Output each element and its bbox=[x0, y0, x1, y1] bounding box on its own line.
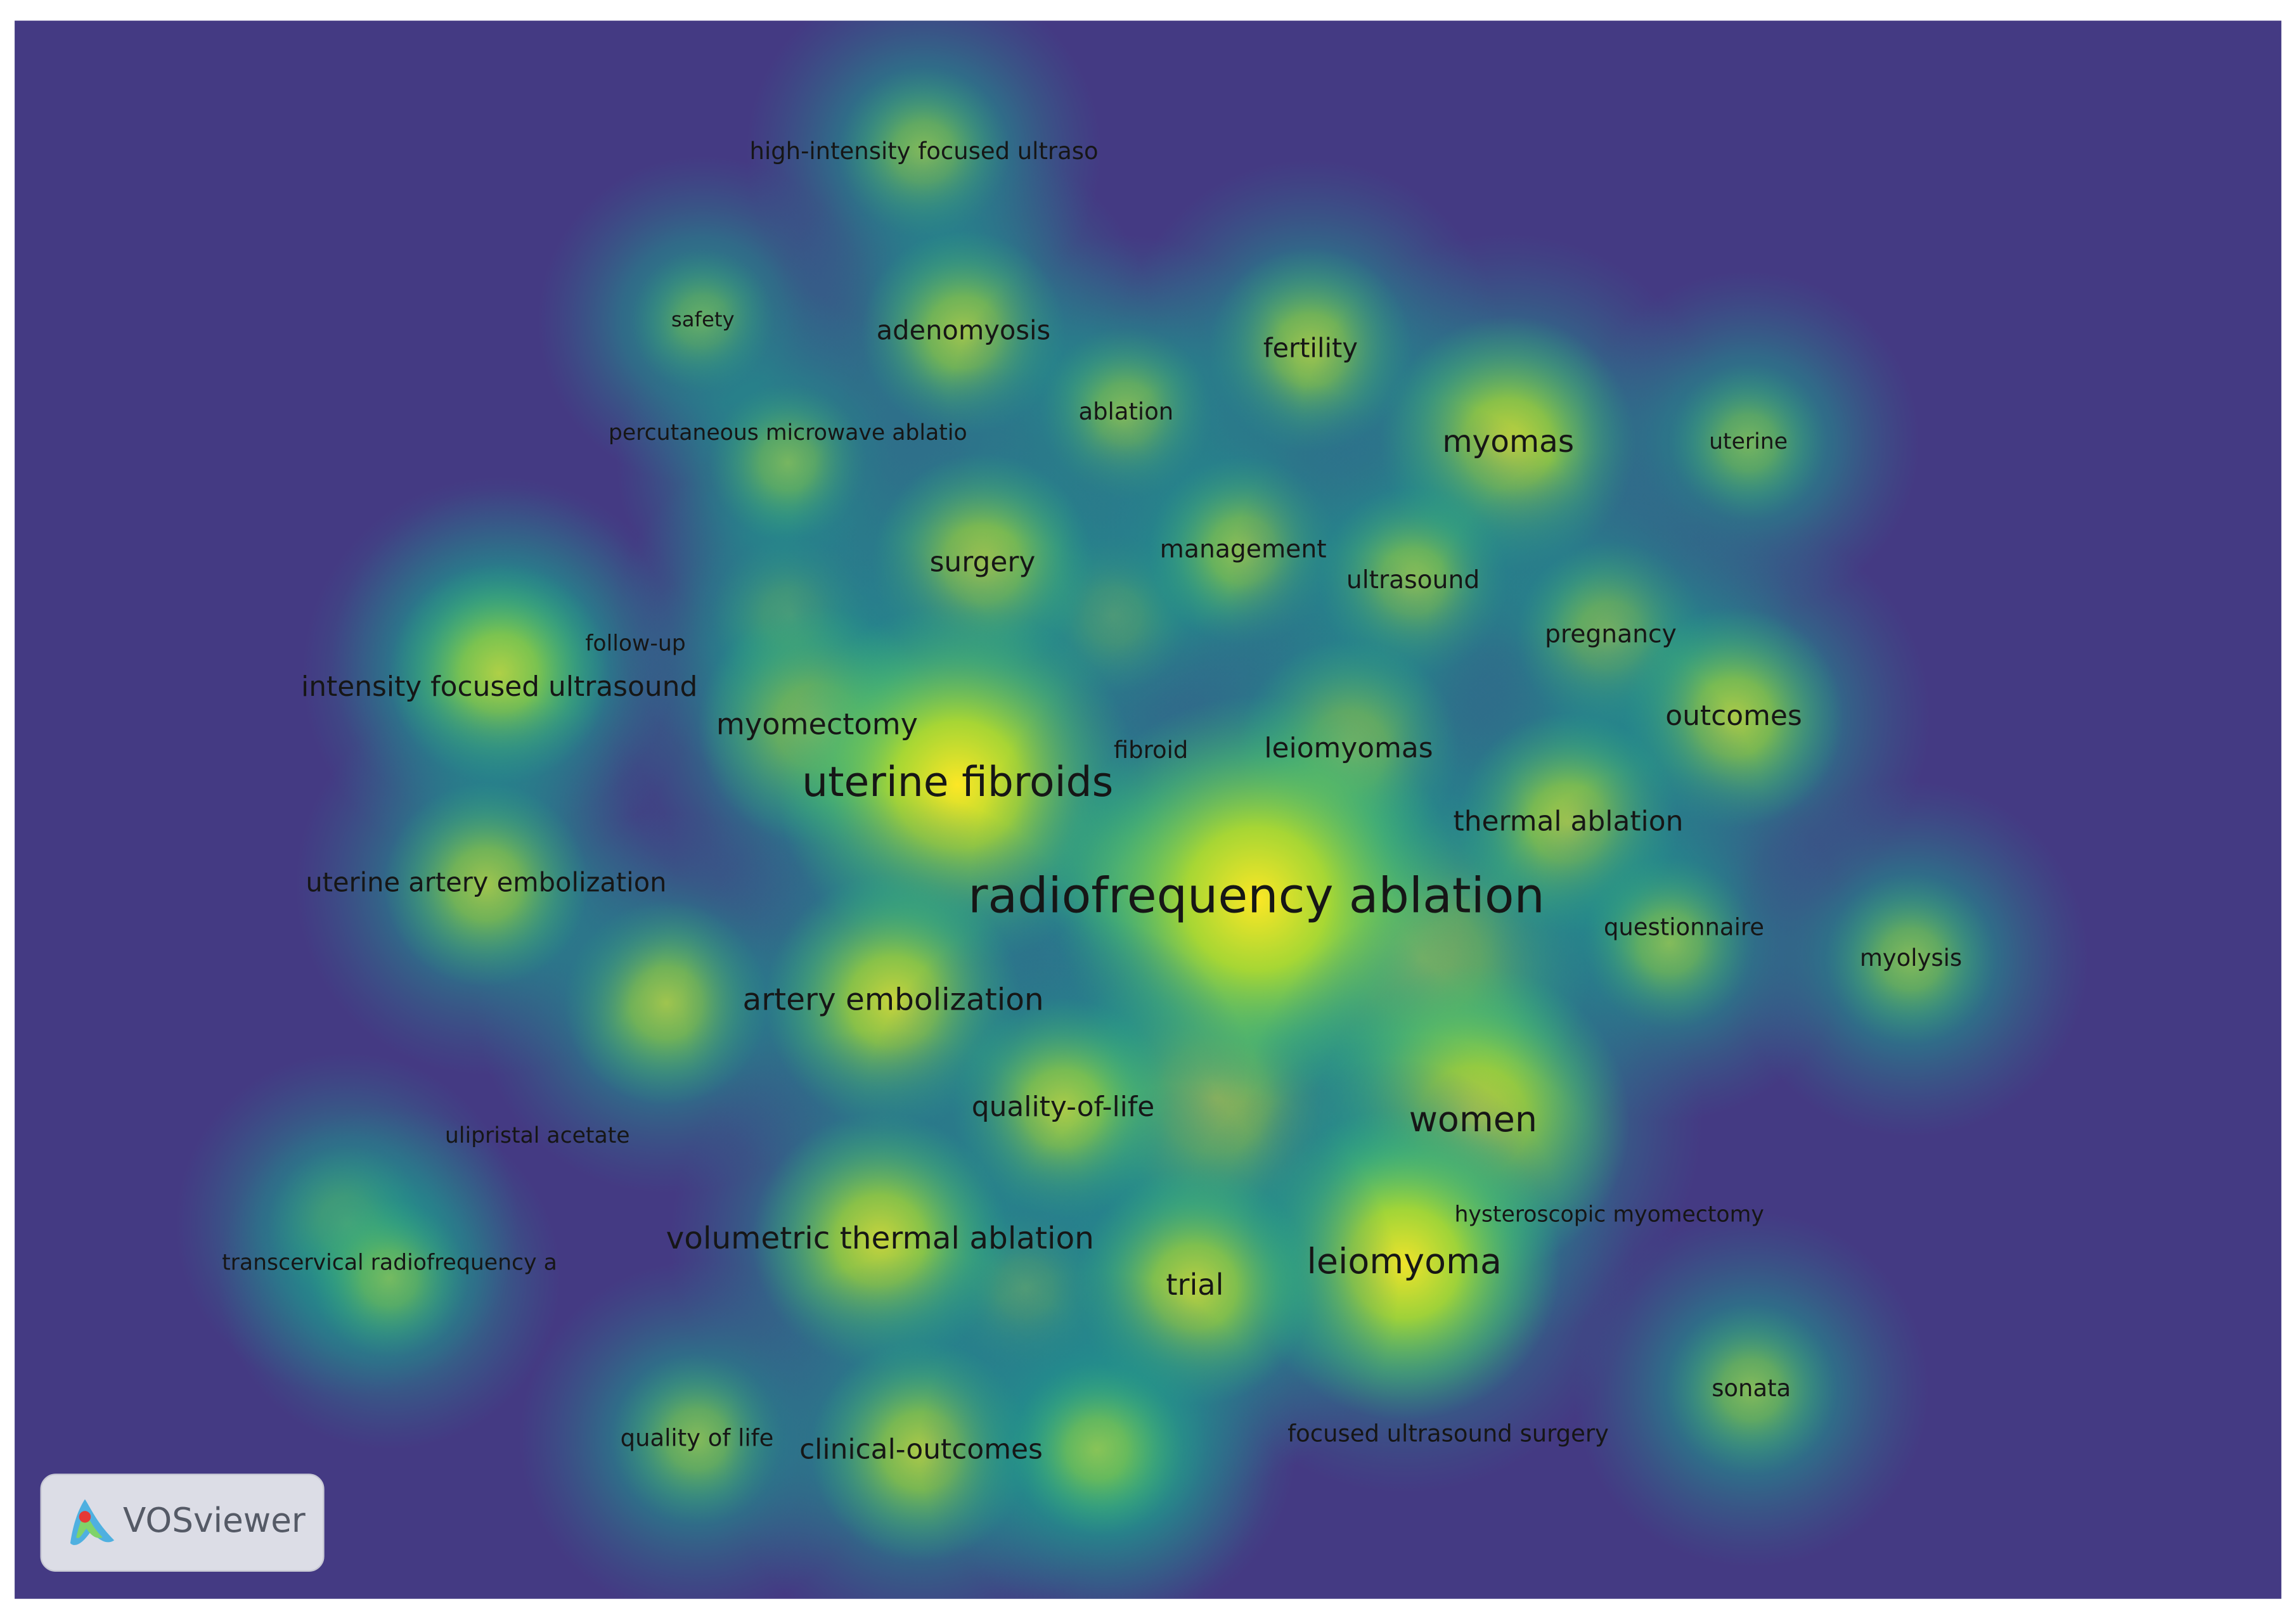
label-layer: high-intensity focused ultraso safety aden… bbox=[222, 138, 1962, 1465]
term-label: sonata bbox=[1712, 1375, 1791, 1402]
term-label: thermal ablation bbox=[1454, 805, 1684, 837]
term-label: uterine artery embolization bbox=[306, 866, 666, 897]
term-label: follow-up bbox=[585, 631, 686, 657]
term-label: uterine fibroids bbox=[802, 759, 1113, 806]
term-label: surgery bbox=[930, 546, 1036, 579]
term-label: intensity focused ultrasound bbox=[301, 671, 697, 703]
logo-icon bbox=[70, 1499, 115, 1545]
term-label: quality of life bbox=[621, 1424, 774, 1451]
term-label: clinical-outcomes bbox=[799, 1433, 1043, 1465]
term-label: artery embolization bbox=[742, 982, 1043, 1017]
term-label: fertility bbox=[1263, 332, 1358, 363]
term-label: outcomes bbox=[1665, 700, 1802, 732]
term-label: ablation bbox=[1078, 398, 1173, 425]
term-label: safety bbox=[671, 307, 735, 331]
term-label: focused ultrasound surgery bbox=[1287, 1420, 1609, 1448]
term-label: leiomyomas bbox=[1264, 732, 1433, 764]
term-label: ulipristal acetate bbox=[445, 1123, 630, 1148]
logo-text: VOSviewer bbox=[123, 1501, 306, 1540]
term-label: volumetric thermal ablation bbox=[666, 1221, 1094, 1256]
logo-box bbox=[40, 1474, 325, 1572]
density-core bbox=[1665, 1302, 1838, 1476]
term-label: uterine bbox=[1709, 429, 1788, 454]
density-core bbox=[1010, 1363, 1183, 1536]
term-label: myomectomy bbox=[716, 707, 918, 741]
term-label: quality-of-life bbox=[972, 1091, 1155, 1123]
term-label: percutaneous microwave ablatio bbox=[609, 420, 967, 446]
term-label: radiofrequency ablation bbox=[968, 868, 1545, 924]
density-layer bbox=[175, 20, 2089, 1599]
density-core bbox=[384, 782, 589, 987]
term-label: myolysis bbox=[1860, 944, 1962, 972]
term-label: questionnaire bbox=[1604, 913, 1764, 941]
term-label: transcervical radiofrequency a bbox=[222, 1250, 557, 1276]
term-label: myomas bbox=[1442, 424, 1574, 459]
term-label: women bbox=[1409, 1100, 1537, 1140]
term-label: trial bbox=[1166, 1268, 1223, 1302]
term-label: adenomyosis bbox=[877, 315, 1051, 346]
term-label: high-intensity focused ultraso bbox=[750, 138, 1099, 165]
term-label: pregnancy bbox=[1545, 620, 1677, 648]
density-core bbox=[310, 1198, 469, 1358]
term-label: leiomyoma bbox=[1307, 1242, 1502, 1282]
term-label: fibroid bbox=[1114, 736, 1188, 764]
term-label: management bbox=[1160, 535, 1327, 563]
density-core bbox=[1824, 872, 1997, 1046]
term-label: hysteroscopic myomectomy bbox=[1454, 1202, 1764, 1228]
term-label: ultrasound bbox=[1346, 566, 1480, 594]
logo: VOSviewer bbox=[40, 1474, 325, 1572]
